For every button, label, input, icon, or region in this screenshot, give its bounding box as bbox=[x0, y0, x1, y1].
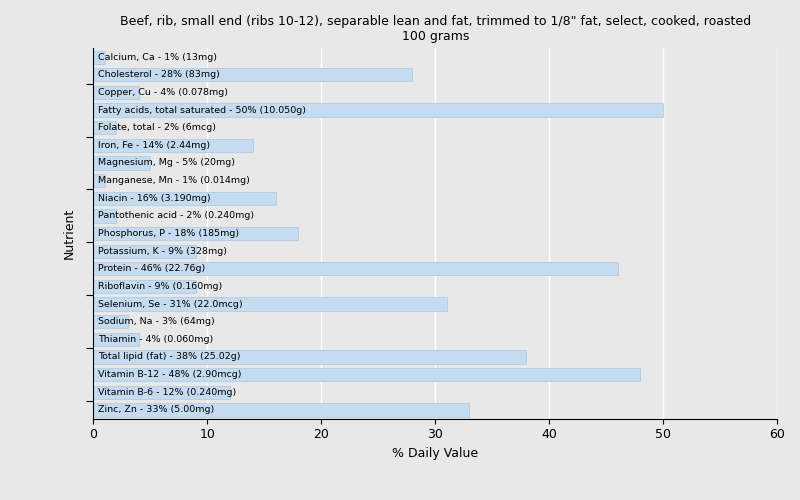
Bar bbox=[94, 404, 470, 416]
Y-axis label: Nutrient: Nutrient bbox=[63, 208, 76, 259]
Bar bbox=[94, 192, 276, 205]
Bar bbox=[94, 68, 413, 82]
Bar bbox=[94, 50, 105, 64]
Bar bbox=[94, 280, 196, 293]
Bar bbox=[94, 104, 663, 117]
Bar bbox=[94, 138, 253, 152]
Bar bbox=[94, 227, 298, 240]
Text: Selenium, Se - 31% (22.0mcg): Selenium, Se - 31% (22.0mcg) bbox=[98, 300, 242, 308]
Text: Protein - 46% (22.76g): Protein - 46% (22.76g) bbox=[98, 264, 205, 274]
Bar bbox=[94, 315, 127, 328]
Bar bbox=[94, 350, 526, 364]
Text: Iron, Fe - 14% (2.44mg): Iron, Fe - 14% (2.44mg) bbox=[98, 141, 210, 150]
Text: Folate, total - 2% (6mcg): Folate, total - 2% (6mcg) bbox=[98, 123, 216, 132]
Bar bbox=[94, 262, 618, 276]
Text: Riboflavin - 9% (0.160mg): Riboflavin - 9% (0.160mg) bbox=[98, 282, 222, 291]
Text: Vitamin B-12 - 48% (2.90mcg): Vitamin B-12 - 48% (2.90mcg) bbox=[98, 370, 242, 379]
Bar bbox=[94, 368, 640, 381]
Text: Zinc, Zn - 33% (5.00mg): Zinc, Zn - 33% (5.00mg) bbox=[98, 406, 214, 414]
Title: Beef, rib, small end (ribs 10-12), separable lean and fat, trimmed to 1/8" fat, : Beef, rib, small end (ribs 10-12), separ… bbox=[120, 15, 750, 43]
Text: Total lipid (fat) - 38% (25.02g): Total lipid (fat) - 38% (25.02g) bbox=[98, 352, 241, 362]
Text: Vitamin B-6 - 12% (0.240mg): Vitamin B-6 - 12% (0.240mg) bbox=[98, 388, 236, 397]
Text: Copper, Cu - 4% (0.078mg): Copper, Cu - 4% (0.078mg) bbox=[98, 88, 228, 97]
Text: Cholesterol - 28% (83mg): Cholesterol - 28% (83mg) bbox=[98, 70, 220, 80]
Text: Thiamin - 4% (0.060mg): Thiamin - 4% (0.060mg) bbox=[98, 335, 213, 344]
Bar bbox=[94, 332, 139, 346]
Text: Potassium, K - 9% (328mg): Potassium, K - 9% (328mg) bbox=[98, 246, 227, 256]
Text: Fatty acids, total saturated - 50% (10.050g): Fatty acids, total saturated - 50% (10.0… bbox=[98, 106, 306, 114]
Bar bbox=[94, 156, 150, 170]
Bar bbox=[94, 386, 230, 399]
X-axis label: % Daily Value: % Daily Value bbox=[392, 447, 478, 460]
Bar bbox=[94, 121, 116, 134]
Text: Calcium, Ca - 1% (13mg): Calcium, Ca - 1% (13mg) bbox=[98, 52, 217, 62]
Text: Manganese, Mn - 1% (0.014mg): Manganese, Mn - 1% (0.014mg) bbox=[98, 176, 250, 185]
Bar bbox=[94, 298, 446, 310]
Text: Pantothenic acid - 2% (0.240mg): Pantothenic acid - 2% (0.240mg) bbox=[98, 212, 254, 220]
Text: Phosphorus, P - 18% (185mg): Phosphorus, P - 18% (185mg) bbox=[98, 229, 239, 238]
Bar bbox=[94, 210, 116, 222]
Bar bbox=[94, 86, 139, 99]
Bar bbox=[94, 174, 105, 187]
Bar bbox=[94, 244, 196, 258]
Text: Magnesium, Mg - 5% (20mg): Magnesium, Mg - 5% (20mg) bbox=[98, 158, 235, 168]
Text: Sodium, Na - 3% (64mg): Sodium, Na - 3% (64mg) bbox=[98, 317, 214, 326]
Text: Niacin - 16% (3.190mg): Niacin - 16% (3.190mg) bbox=[98, 194, 210, 203]
